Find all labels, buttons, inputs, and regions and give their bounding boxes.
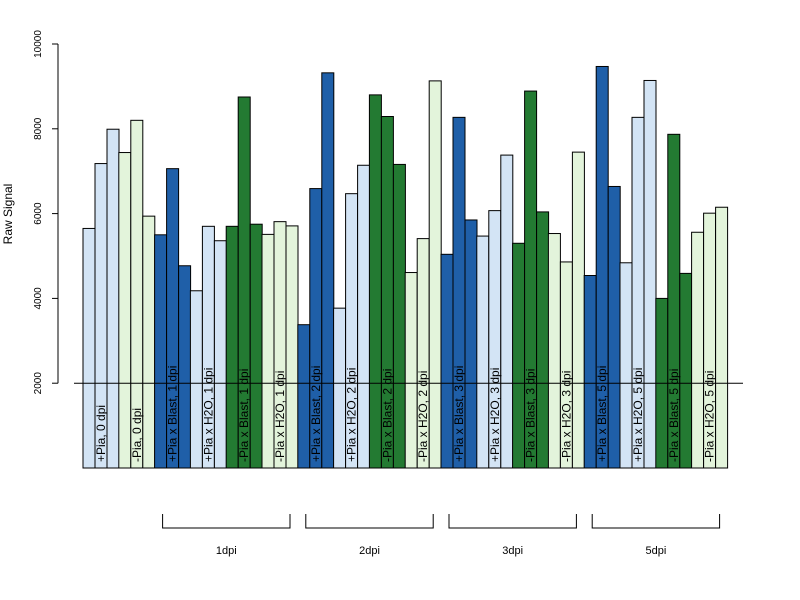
bar-label: -Pia x H2O, 2 dpi (416, 371, 430, 462)
bar-label: -Pia x H2O, 5 dpi (703, 371, 717, 462)
bar-label: +Pia x Blast, 1 dpi (166, 366, 180, 462)
bar-label: -Pia x H2O, 1 dpi (273, 371, 287, 462)
y-tick-label: 8000 (33, 117, 44, 140)
group-label: 3dpi (502, 545, 523, 557)
bar (142, 215, 156, 469)
bars (82, 65, 729, 469)
group-bracket (591, 514, 721, 529)
bar-label: -Pia, 0 dpi (130, 408, 144, 462)
bar (178, 265, 192, 469)
bar-labels: +Pia, 0 dpi -Pia, 0 dpi +Pia x Blast, 1 dp… (94, 366, 717, 462)
bar (249, 223, 263, 469)
bar-label: +Pia, 0 dpi (94, 405, 108, 462)
group-bracket (162, 514, 291, 529)
bar-label: +Pia x H2O, 3 dpi (488, 368, 502, 462)
group-brackets: 1dpi 2dpi 3dpi 5dpi (162, 514, 721, 557)
bar (213, 240, 227, 469)
bar-label: -Pia x Blast, 1 dpi (237, 369, 251, 462)
y-tick-label: 6000 (33, 202, 44, 225)
bar (321, 72, 335, 469)
bar (643, 79, 657, 469)
bar-label: +Pia x Blast, 3 dpi (452, 366, 466, 462)
bar-label: -Pia x H2O, 3 dpi (559, 371, 573, 462)
bar (679, 272, 693, 469)
y-tick-label: 10000 (33, 30, 44, 58)
bar-label: -Pia x Blast, 3 dpi (524, 369, 538, 462)
y-tick-label: 4000 (33, 287, 44, 310)
bar (464, 219, 478, 469)
bar-label: -Pia x Blast, 2 dpi (380, 369, 394, 462)
y-axis: 2000 4000 6000 8000 10000 (33, 30, 59, 395)
bar-label: +Pia x Blast, 5 dpi (595, 366, 609, 462)
bar-label: +Pia x H2O, 2 dpi (345, 368, 359, 462)
bar (392, 163, 406, 469)
y-axis-label: Raw Signal (1, 184, 15, 245)
group-bracket (448, 514, 577, 529)
bar-label: -Pia x Blast, 5 dpi (667, 369, 681, 462)
bar (428, 80, 442, 469)
group-label: 5dpi (646, 545, 667, 557)
bar-label: +Pia x Blast, 2 dpi (309, 366, 323, 462)
bar-label: +Pia x H2O, 5 dpi (631, 368, 645, 462)
bar (106, 128, 120, 469)
group-label: 1dpi (216, 545, 237, 557)
bar (715, 206, 729, 469)
bar (607, 185, 621, 469)
y-tick-label: 2000 (33, 372, 44, 395)
bar (500, 154, 514, 469)
bar (571, 151, 585, 469)
bar (285, 225, 299, 469)
bar (536, 211, 550, 469)
group-label: 2dpi (359, 545, 380, 557)
group-bracket (305, 514, 434, 529)
bar (357, 164, 371, 469)
bar-label: +Pia x H2O, 1 dpi (201, 368, 215, 462)
